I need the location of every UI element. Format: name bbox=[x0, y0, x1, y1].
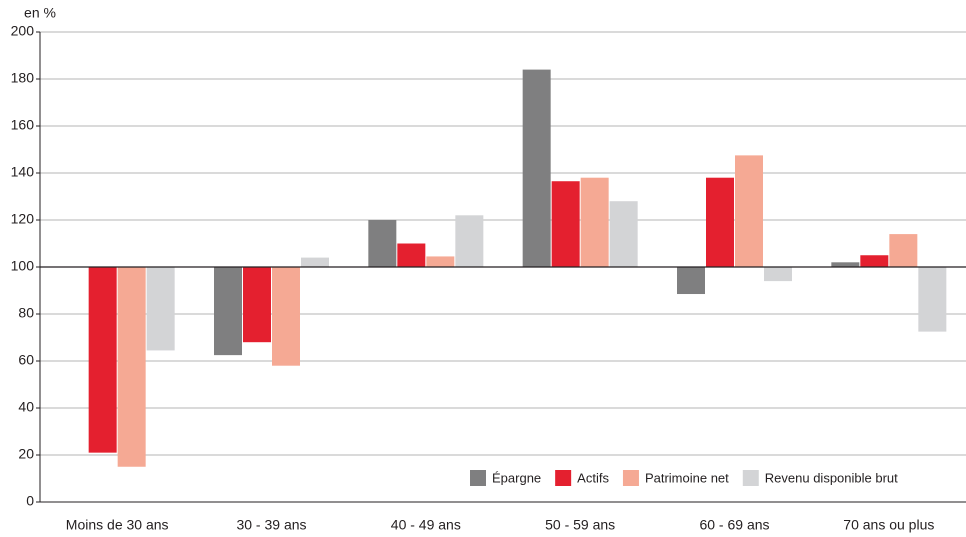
bar bbox=[609, 201, 638, 267]
x-tick-label: Moins de 30 ans bbox=[66, 517, 169, 533]
y-tick-label: 140 bbox=[11, 164, 35, 180]
bar bbox=[243, 267, 271, 343]
x-tick-label: 40 - 49 ans bbox=[391, 517, 461, 533]
y-tick-label: 20 bbox=[18, 446, 34, 462]
bar bbox=[735, 155, 763, 267]
legend-swatch bbox=[555, 470, 572, 486]
x-tick-label: 30 - 39 ans bbox=[236, 517, 306, 533]
y-tick-label: 0 bbox=[26, 493, 34, 509]
bar bbox=[764, 267, 792, 282]
y-tick-label: 200 bbox=[11, 23, 35, 39]
bar bbox=[88, 267, 117, 453]
y-tick-label: 80 bbox=[18, 305, 34, 321]
bar bbox=[117, 267, 146, 467]
x-tick-label: 50 - 59 ans bbox=[545, 517, 615, 533]
y-tick-label: 180 bbox=[11, 70, 35, 86]
x-tick-label: 70 ans ou plus bbox=[843, 517, 934, 533]
bar bbox=[272, 267, 300, 366]
legend-label: Actifs bbox=[577, 470, 609, 485]
y-tick-label: 160 bbox=[11, 117, 35, 133]
legend-label: Épargne bbox=[492, 470, 541, 485]
bar bbox=[455, 215, 484, 267]
legend-swatch bbox=[742, 470, 759, 486]
bar bbox=[214, 267, 242, 356]
bar bbox=[889, 234, 918, 267]
legend-swatch bbox=[470, 470, 486, 486]
y-tick-label: 100 bbox=[11, 258, 35, 274]
bar bbox=[301, 257, 329, 267]
bar bbox=[918, 267, 947, 332]
bar bbox=[397, 243, 426, 267]
legend-label: Revenu disponible brut bbox=[765, 470, 898, 485]
bar bbox=[677, 267, 705, 295]
legend-label: Patrimoine net bbox=[645, 470, 729, 485]
x-tick-label: 60 - 69 ans bbox=[699, 517, 769, 533]
bar bbox=[368, 220, 397, 267]
bar bbox=[551, 181, 580, 267]
y-tick-label: 40 bbox=[18, 399, 34, 415]
bar bbox=[426, 256, 455, 267]
bar bbox=[831, 262, 860, 267]
legend-swatch bbox=[622, 470, 639, 486]
y-axis-label: en % bbox=[24, 5, 56, 21]
bar bbox=[580, 177, 609, 267]
bar bbox=[706, 177, 734, 267]
y-tick-label: 120 bbox=[11, 211, 35, 227]
bar bbox=[860, 255, 889, 267]
bar bbox=[522, 69, 551, 267]
y-tick-label: 60 bbox=[18, 352, 34, 368]
bar bbox=[146, 267, 175, 351]
